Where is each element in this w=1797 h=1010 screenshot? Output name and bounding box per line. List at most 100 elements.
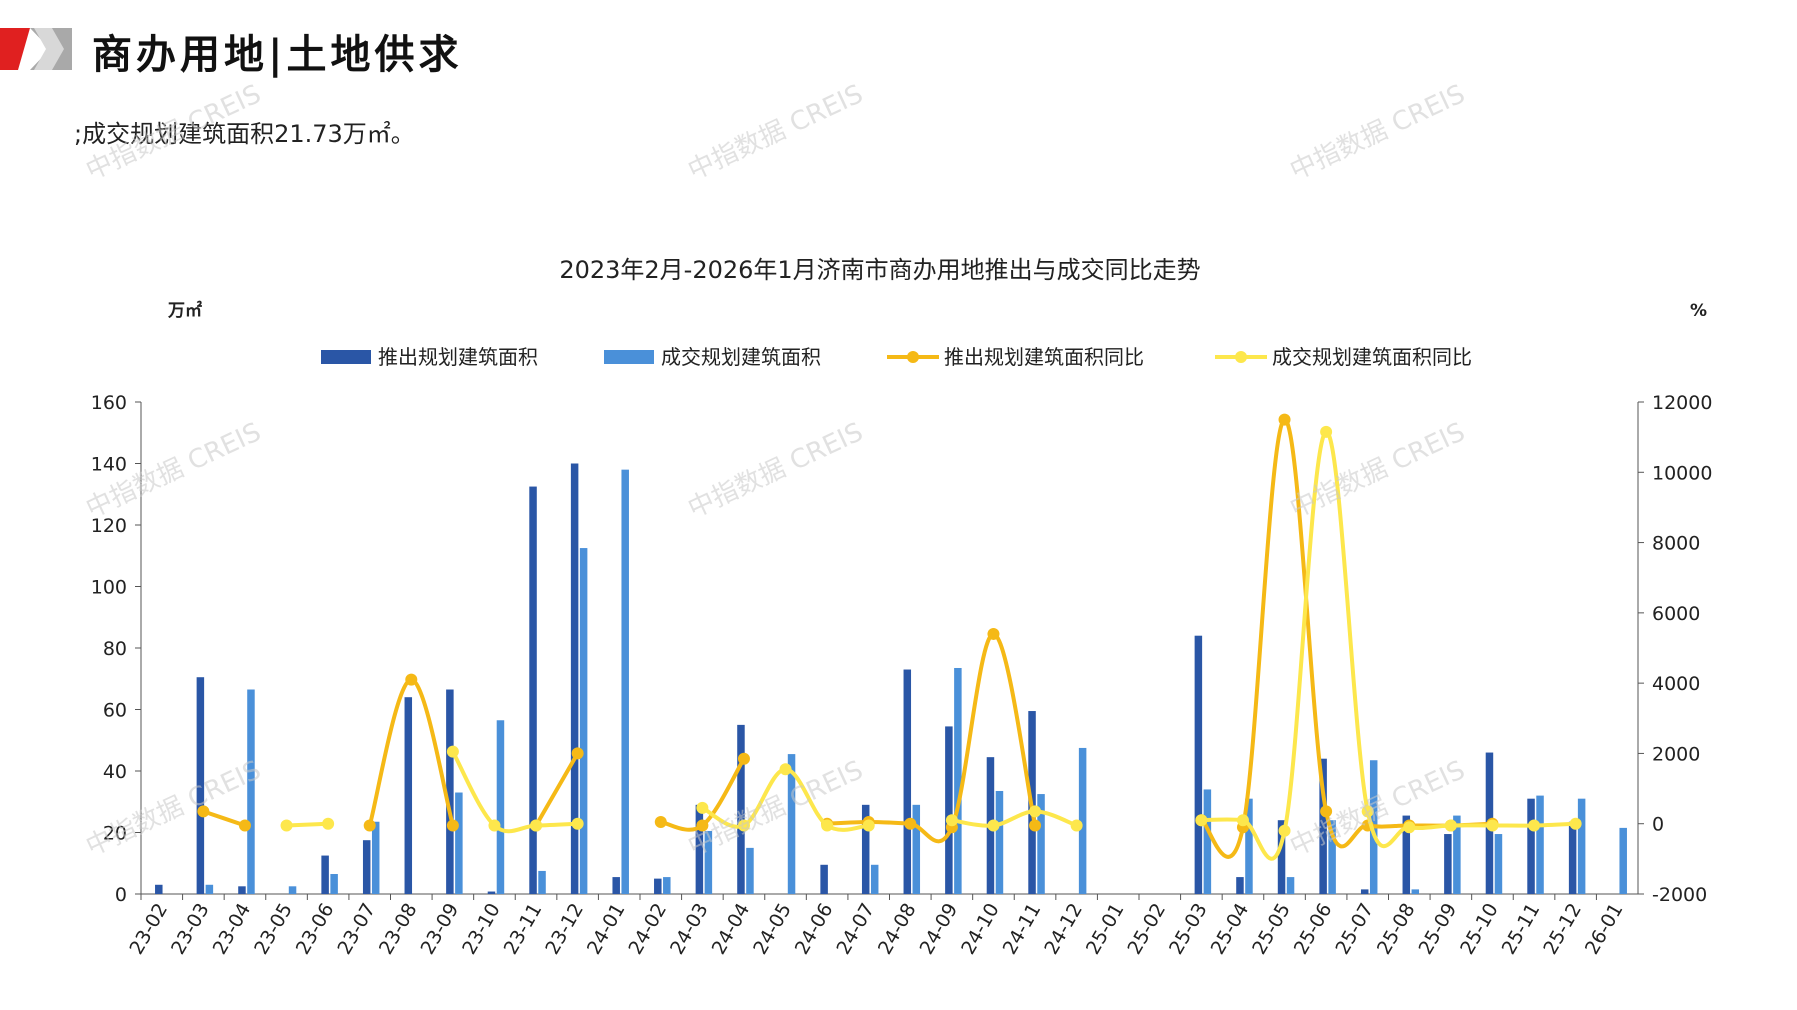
page-title: 商办用地|土地供求 [92,31,463,78]
launch-yoy-point [197,805,210,818]
left-y-tick-label: 60 [103,700,127,722]
launch-yoy-point [363,819,376,832]
deal-yoy-point [1320,425,1333,438]
x-tick-label: 25-07 [1331,900,1378,959]
launch-yoy-point [1278,413,1291,426]
deal-yoy-point [1070,819,1083,832]
launch-area-bar [737,724,745,894]
launch-area-bar [362,840,371,894]
legend-label: 推出规划建筑面积 [378,345,538,369]
deal-yoy-point [862,819,875,832]
deal-area-bar [621,469,629,894]
deal-area-bar [330,874,338,894]
x-tick-label: 25-05 [1248,900,1295,959]
deal-area-bar [1577,798,1586,894]
launch-area-bar [1568,821,1577,894]
launch-area-bar [238,886,246,894]
launch-yoy-point [1320,805,1333,818]
x-tick-label: 25-08 [1373,900,1420,959]
x-tick-label: 25-11 [1498,900,1545,959]
legend-label: 成交规划建筑面积 [661,345,821,369]
deal-area-bar [1453,815,1461,894]
legend-item: 成交规划建筑面积同比 [1215,345,1472,369]
x-tick-label: 23-10 [458,900,505,959]
left-y-tick-label: 120 [91,515,127,537]
launch-area-bar [861,804,870,894]
deal-yoy-point [1278,824,1291,837]
launch-area-bar [1402,815,1411,894]
launch-yoy-line [827,631,1037,844]
deal-area-bar [1078,747,1087,894]
launch-yoy-point [446,819,459,832]
x-tick-label: 25-01 [1082,900,1129,959]
x-tick-label: 26-01 [1581,900,1628,959]
deal-area-bar [995,790,1004,894]
launch-area-bar [612,877,620,894]
x-tick-label: 24-04 [708,900,755,959]
left-y-tick-label: 40 [103,761,127,783]
summary-text: ;成交规划建筑面积21.73万㎡。 [74,120,415,148]
x-tick-label: 23-12 [541,900,588,959]
right-y-tick-label: 6000 [1652,603,1700,625]
left-y-tick-label: 100 [91,577,127,599]
legend-marker [907,351,919,363]
launch-area-bar [321,855,329,894]
right-y-tick-label: 8000 [1652,533,1700,555]
launch-area-bar [446,689,454,894]
deal-area-bar [579,548,588,894]
launch-yoy-point [571,747,584,760]
launch-area-bar [570,463,579,894]
deal-yoy-line [451,750,578,834]
launch-area-bar [1360,889,1369,894]
x-tick-label: 23-06 [292,900,339,959]
left-axis-unit: 万㎡ [167,300,202,321]
deal-area-bar [247,689,255,894]
legend-label: 成交规划建筑面积同比 [1272,345,1472,369]
launch-area-bar [487,891,496,894]
launch-yoy-point [1029,819,1042,832]
x-tick-label: 24-02 [624,900,671,959]
launch-yoy-point [405,673,418,686]
deal-yoy-point [1486,819,1499,832]
deal-area-bar [455,792,463,894]
x-tick-label: 25-12 [1539,900,1586,959]
legend-label: 推出规划建筑面积同比 [944,345,1144,369]
deal-area-bar [912,804,921,894]
deal-yoy-line [286,821,329,828]
deal-yoy-point [1403,821,1416,834]
deal-area-bar [870,864,879,894]
deal-yoy-point [1528,819,1541,832]
legend-item: 推出规划建筑面积同比 [887,345,1144,369]
launch-area-bar [945,726,953,894]
deal-area-bar [538,870,546,894]
launch-area-bar [196,677,205,894]
x-tick-label: 24-10 [957,899,1004,958]
left-y-tick-label: 140 [91,454,127,476]
launch-area-bar [1277,820,1286,894]
x-tick-label: 25-02 [1123,900,1170,959]
x-tick-label: 24-09 [916,900,963,959]
right-axis-unit: % [1690,301,1707,321]
x-tick-label: 24-03 [666,900,713,959]
deal-area-bar [1494,834,1503,894]
launch-area-bar [155,884,163,894]
deal-area-bar [1203,789,1212,894]
deal-area-bar [1286,877,1295,894]
x-tick-label: 25-04 [1207,900,1254,959]
launch-area-bar [1236,877,1244,894]
x-tick-label: 24-05 [749,900,796,959]
deal-yoy-point [821,819,834,832]
x-tick-label: 25-09 [1415,900,1462,959]
deal-yoy-point [280,819,293,832]
right-y-tick-label: 0 [1652,814,1664,836]
deal-area-bar [704,830,713,894]
x-tick-label: 24-08 [874,900,921,959]
legend-item: 推出规划建筑面积 [321,345,538,369]
legend-swatch [604,350,654,364]
deal-area-bar [371,821,380,894]
deal-yoy-point [1444,819,1457,832]
launch-yoy-point [987,627,1000,640]
right-y-tick-label: 2000 [1652,743,1700,765]
right-y-tick-label: 12000 [1652,392,1712,414]
deal-yoy-point [696,801,709,814]
